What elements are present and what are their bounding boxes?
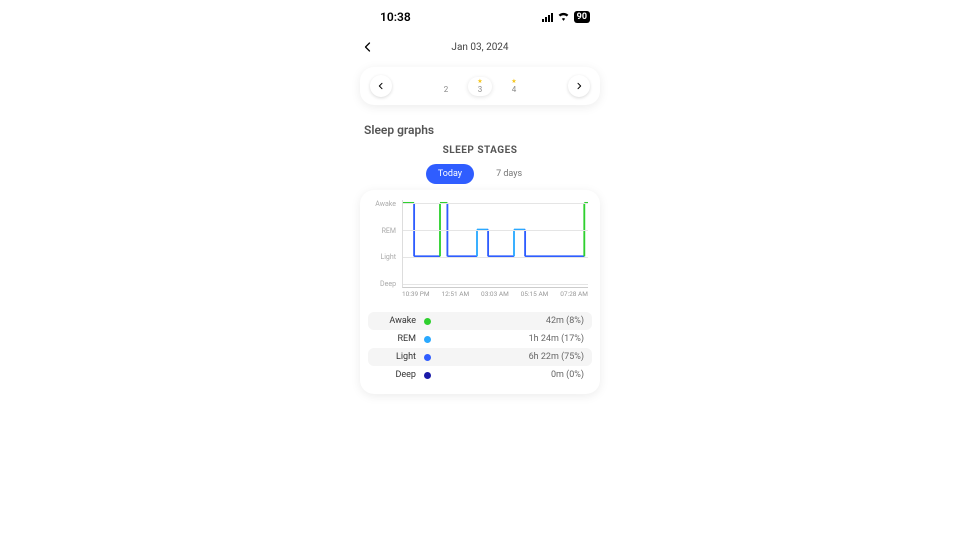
legend-dot-icon <box>424 336 431 343</box>
legend-dot-icon <box>424 318 431 325</box>
sleep-stages-chart: Awake REM Light Deep 10:39 PM 12:51 AM 03:03 … <box>368 200 592 300</box>
gridline <box>403 284 588 285</box>
page-title: Jan 03, 2024 <box>386 42 574 53</box>
chart-card: Awake REM Light Deep 10:39 PM 12:51 AM 03:03 … <box>360 190 600 394</box>
x-axis-label: 12:51 AM <box>441 290 469 298</box>
legend-label: Deep <box>376 370 416 380</box>
y-axis-label: Deep <box>368 280 396 288</box>
day-item-2[interactable]: 2 <box>434 77 458 96</box>
battery-icon: 90 <box>574 11 590 23</box>
legend-value: 0m (0%) <box>551 370 584 380</box>
legend-dot-icon <box>424 372 431 379</box>
signal-icon <box>542 13 553 22</box>
legend-label: Awake <box>376 316 416 326</box>
chart-area <box>402 200 588 288</box>
legend-row-rem: REM 1h 24m (17%) <box>368 330 592 348</box>
legend-value: 42m (8%) <box>546 316 584 326</box>
gridline <box>403 203 588 204</box>
status-time: 10:38 <box>380 10 411 24</box>
x-axis-label: 03:03 AM <box>481 290 509 298</box>
legend-dot-icon <box>424 354 431 361</box>
status-right: 90 <box>542 11 590 24</box>
gridline <box>403 230 588 231</box>
legend-row-awake: Awake 42m (8%) <box>368 312 592 330</box>
stages-title: SLEEP STAGES <box>358 145 602 156</box>
x-axis-label: 07:28 AM <box>560 290 588 298</box>
days-list: 2 ★3 ★4 <box>434 77 526 96</box>
x-axis-label: 10:39 PM <box>402 290 430 298</box>
prev-day-button[interactable] <box>370 75 392 97</box>
section-title: Sleep graphs <box>358 117 602 139</box>
y-axis-label: Light <box>368 253 396 261</box>
status-bar: 10:38 90 <box>358 0 602 28</box>
tab-today[interactable]: Today <box>426 164 474 184</box>
day-item-3[interactable]: ★3 <box>468 77 492 96</box>
day-item-4[interactable]: ★4 <box>502 77 526 96</box>
day-number: 2 <box>444 85 449 94</box>
gridline <box>403 257 588 258</box>
legend-value: 6h 22m (75%) <box>529 352 584 362</box>
legend-label: REM <box>376 334 416 344</box>
legend-label: Light <box>376 352 416 362</box>
header: Jan 03, 2024 <box>358 28 602 61</box>
next-day-button[interactable] <box>568 75 590 97</box>
y-axis-label: Awake <box>368 200 396 208</box>
legend-row-light: Light 6h 22m (75%) <box>368 348 592 366</box>
legend: Awake 42m (8%) REM 1h 24m (17%) Light 6h 22m … <box>368 312 592 384</box>
day-number: 3 <box>478 85 483 94</box>
day-selector-card: 2 ★3 ★4 <box>360 67 600 105</box>
range-tabs: Today 7 days <box>358 164 602 184</box>
legend-value: 1h 24m (17%) <box>529 334 584 344</box>
wifi-icon <box>557 11 570 24</box>
day-number: 4 <box>512 85 517 94</box>
y-axis-label: REM <box>368 227 396 235</box>
legend-row-deep: Deep 0m (0%) <box>368 366 592 384</box>
back-button[interactable] <box>362 38 386 57</box>
x-axis-label: 05:15 AM <box>521 290 549 298</box>
tab-7days[interactable]: 7 days <box>484 164 534 184</box>
